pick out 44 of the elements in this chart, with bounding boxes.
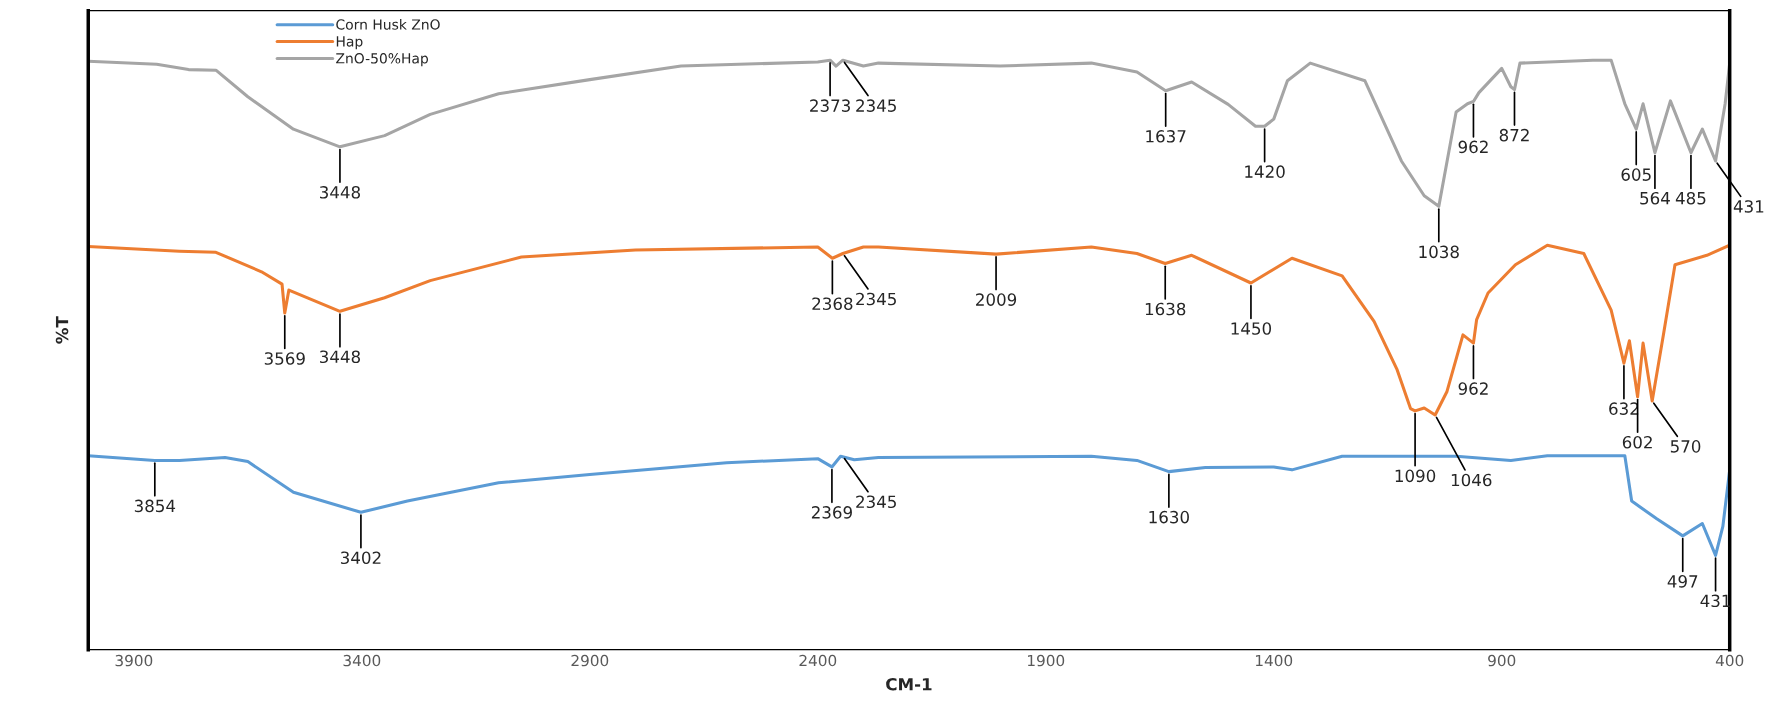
annotation: 485: [1675, 191, 1706, 205]
annotation: 431: [1733, 200, 1764, 213]
annotation: 497: [1667, 575, 1698, 588]
annotation: 564: [1640, 191, 1670, 205]
x-tick-label: 2400: [799, 654, 837, 667]
legend-label: ZnO-50%Hap: [336, 53, 428, 67]
annotation: 602: [1622, 435, 1652, 449]
annotation: 1420: [1245, 165, 1285, 178]
y-axis-title: %T: [55, 316, 69, 344]
annotation: 2373: [810, 99, 850, 112]
annotation: 570: [1670, 440, 1701, 453]
annotation: 605: [1621, 168, 1651, 181]
annotation: 2369: [811, 506, 852, 519]
annotation: 3402: [340, 551, 381, 565]
annotation: 3448: [320, 350, 361, 364]
annotation: 1637: [1146, 130, 1186, 143]
x-tick-label: 1900: [1028, 654, 1065, 667]
annotation: 1046: [1451, 473, 1492, 487]
annotation: 2345: [856, 99, 896, 112]
annotation: 2009: [976, 293, 1017, 306]
annotation: 872: [1499, 128, 1529, 142]
x-tick-label: 3900: [115, 654, 153, 667]
legend-label: Corn Husk ZnO: [336, 18, 440, 30]
annotation: 962: [1458, 140, 1488, 154]
x-tick-label: 900: [1488, 654, 1516, 667]
annotation: 1638: [1145, 302, 1186, 316]
x-tick-label: 2900: [571, 654, 609, 667]
annotation: 962: [1458, 382, 1488, 395]
annotation: 1038: [1419, 245, 1459, 259]
annotation: 2368: [812, 297, 853, 311]
annotation: 2345: [856, 495, 896, 509]
annotation: 1090: [1395, 469, 1436, 483]
x-axis-title: CM-1: [886, 677, 932, 691]
annotation: 3854: [134, 499, 176, 513]
x-tick-label: 3400: [343, 654, 381, 667]
x-tick-label: 1400: [1255, 654, 1293, 667]
x-tick-label: 400: [1715, 654, 1744, 667]
annotation: 1450: [1231, 322, 1272, 335]
annotation: 1630: [1149, 510, 1189, 524]
legend-label: Hap: [336, 36, 363, 50]
annotation: 632: [1609, 402, 1639, 415]
annotation: 2345: [856, 292, 896, 306]
annotation: 3448: [320, 186, 361, 199]
annotation: 3569: [264, 352, 305, 365]
